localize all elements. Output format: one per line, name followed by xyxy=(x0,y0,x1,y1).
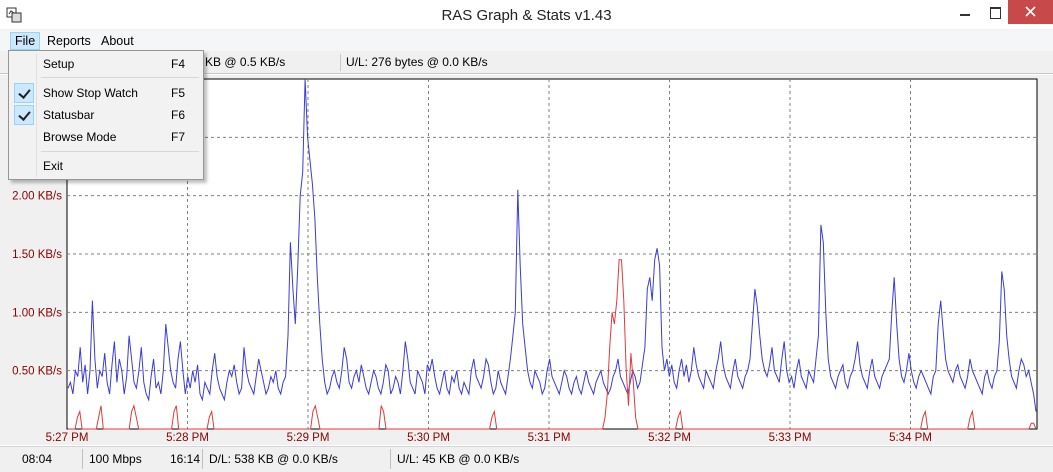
x-tick-label: 5:29 PM xyxy=(287,432,330,444)
menu-item-shortcut: F4 xyxy=(171,57,186,71)
x-tick-label: 5:33 PM xyxy=(769,432,812,444)
x-tick-label: 5:32 PM xyxy=(648,432,691,444)
maximize-icon[interactable] xyxy=(980,0,1010,24)
status-upload: U/L: 45 KB @ 0.0 KB/s xyxy=(390,449,570,469)
menu-item-shortcut: F5 xyxy=(171,86,186,100)
menu-bar: File Reports About xyxy=(0,30,1053,51)
close-icon[interactable] xyxy=(1008,0,1053,24)
menu-item-browse-mode[interactable]: Browse Mode F7 xyxy=(11,126,201,148)
y-tick-label: 0.50 KB/s xyxy=(12,366,62,378)
menu-about[interactable]: About xyxy=(101,34,134,48)
menu-item-shortcut: F6 xyxy=(171,108,186,122)
upload-series-line xyxy=(68,259,1037,430)
status-bar: 08:04 100 Mbps 16:14 D/L: 538 KB @ 0.0 K… xyxy=(0,446,1053,472)
x-tick-label: 5:30 PM xyxy=(407,432,450,444)
menu-reports[interactable]: Reports xyxy=(47,34,91,48)
plot-area xyxy=(66,78,1038,430)
menu-separator xyxy=(41,151,199,152)
menu-item-label: Statusbar xyxy=(43,108,95,122)
checkmark-icon xyxy=(14,105,34,125)
status-duration: 16:14 xyxy=(170,452,201,466)
menu-file[interactable]: File xyxy=(10,32,41,50)
menu-item-setup[interactable]: Setup F4 xyxy=(11,53,201,75)
y-tick-label: 1.00 KB/s xyxy=(12,307,62,319)
title-bar: RAS Graph & Stats v1.43 xyxy=(0,0,1053,30)
menu-item-label: Exit xyxy=(43,159,64,173)
status-time: 08:04 xyxy=(22,452,53,466)
menu-item-label: Setup xyxy=(43,57,75,71)
file-menu-dropdown: Setup F4 Show Stop Watch F5 Statusbar F6… xyxy=(8,50,204,180)
y-tick-label: 2.00 KB/s xyxy=(12,191,62,203)
menu-item-show-stop-watch[interactable]: Show Stop Watch F5 xyxy=(11,82,201,104)
status-speed: 100 Mbps xyxy=(82,449,156,469)
menu-item-label: Browse Mode xyxy=(43,130,117,144)
app-icon[interactable] xyxy=(6,7,22,23)
x-tick-label: 5:28 PM xyxy=(166,432,209,444)
menu-separator xyxy=(41,77,199,78)
menu-item-label: Show Stop Watch xyxy=(43,86,138,100)
x-tick-label: 5:34 PM xyxy=(889,432,932,444)
top-upload-stat: U/L: 276 bytes @ 0.0 KB/s xyxy=(340,54,520,71)
x-tick-label: 5:31 PM xyxy=(528,432,571,444)
y-tick-label: 1.50 KB/s xyxy=(12,249,62,261)
traffic-graph: 0.50 KB/s 1.00 KB/s 1.50 KB/s 2.00 KB/s 5:27… xyxy=(12,78,1038,444)
checkmark-icon xyxy=(14,83,34,103)
minimize-icon[interactable] xyxy=(950,0,980,24)
window-title: RAS Graph & Stats v1.43 xyxy=(441,7,612,24)
menu-gutter xyxy=(36,53,37,177)
menu-item-shortcut: F7 xyxy=(171,130,186,144)
menu-item-statusbar[interactable]: Statusbar F6 xyxy=(11,104,201,126)
menu-item-exit[interactable]: Exit xyxy=(11,155,201,177)
top-download-stat: KB @ 0.5 KB/s xyxy=(205,55,286,69)
status-download: D/L: 538 KB @ 0.0 KB/s xyxy=(202,449,388,469)
x-tick-label: 5:27 PM xyxy=(46,432,89,444)
top-stats-bar: KB @ 0.5 KB/s U/L: 276 bytes @ 0.0 KB/s xyxy=(0,51,1053,74)
download-series-line xyxy=(67,78,1037,412)
